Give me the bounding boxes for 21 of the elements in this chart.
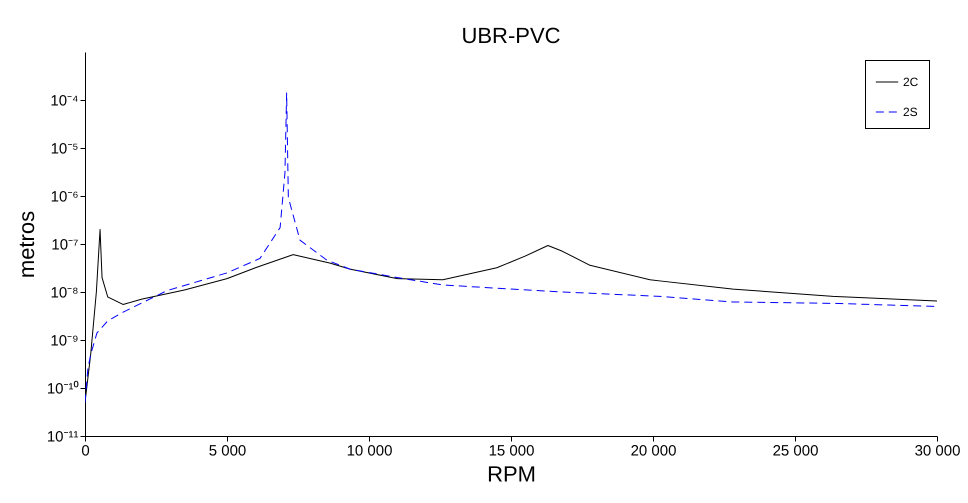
chart-title: UBR-PVC xyxy=(461,23,561,48)
y-tick-label: 10⁻⁸ xyxy=(50,284,78,302)
legend-label: 2S xyxy=(903,105,918,119)
y-tick-label: 10⁻⁴ xyxy=(50,92,78,110)
y-tick-label: 10⁻⁷ xyxy=(51,236,78,254)
y-tick-label: 10⁻⁶ xyxy=(50,188,78,206)
x-tick-label: 25 000 xyxy=(772,442,818,460)
y-tick-label: 10⁻⁹ xyxy=(50,332,78,350)
y-axis-title: metros xyxy=(14,210,39,278)
x-tick-label: 30 000 xyxy=(914,442,960,460)
x-axis-title: RPM xyxy=(487,462,536,486)
y-tick-label: 10⁻¹⁰ xyxy=(46,380,78,398)
y-tick-label: 10⁻⁵ xyxy=(50,140,78,158)
x-tick-label: 20 000 xyxy=(630,442,676,460)
x-tick-label: 0 xyxy=(81,442,90,460)
x-tick-label: 10 000 xyxy=(346,442,392,460)
x-tick-label: 15 000 xyxy=(488,442,534,460)
legend-label: 2C xyxy=(903,75,919,89)
x-tick-label: 5 000 xyxy=(208,442,246,460)
line-series xyxy=(85,92,937,403)
y-tick-label: 10⁻¹¹ xyxy=(46,428,78,446)
